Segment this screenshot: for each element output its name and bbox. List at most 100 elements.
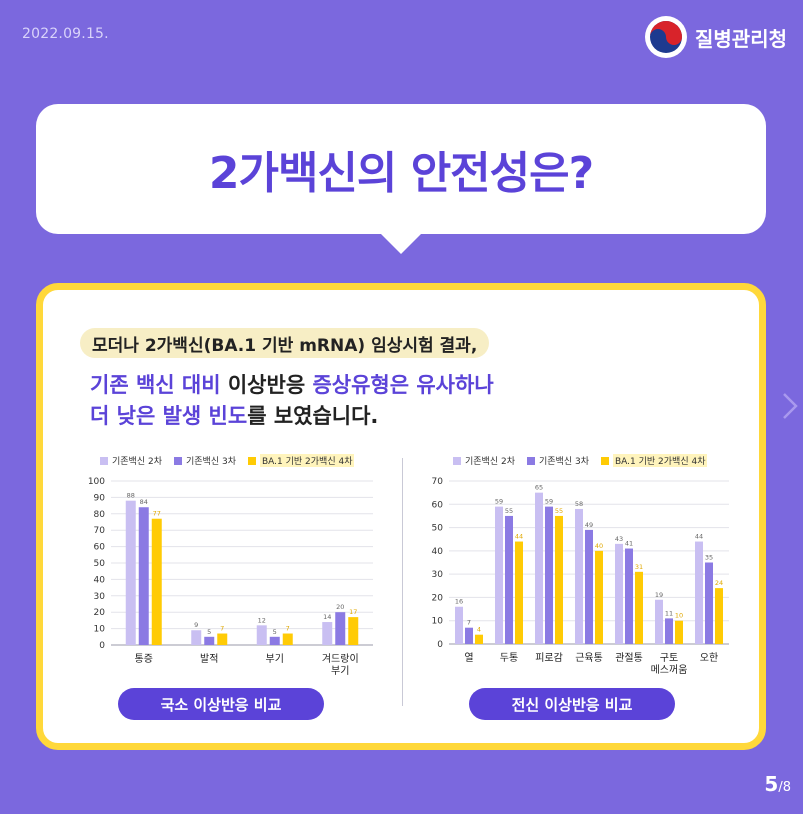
- legend-item: 기존백신 2차: [100, 454, 162, 467]
- bar: [191, 630, 202, 645]
- x-tick-label: 구토: [660, 653, 678, 664]
- legend-label: 기존백신 3차: [186, 457, 236, 467]
- data-label: 16: [455, 598, 463, 606]
- y-tick-label: 40: [432, 547, 444, 557]
- data-label: 20: [336, 603, 344, 611]
- x-tick-label: 메스꺼움: [651, 664, 688, 676]
- bar: [715, 588, 723, 644]
- x-tick-label: 피로감: [535, 652, 563, 664]
- data-label: 12: [258, 616, 266, 624]
- bubble-tail: [379, 232, 423, 254]
- legend-systemic: 기존백신 2차 기존백신 3차 BA.1 기반 2가백신 4차: [453, 454, 708, 467]
- y-tick-label: 30: [94, 592, 106, 602]
- bar: [705, 562, 713, 644]
- data-label: 31: [635, 563, 643, 571]
- data-label: 9: [194, 621, 198, 629]
- org-logo: 질병관리청: [645, 16, 787, 58]
- chevron-right-icon[interactable]: [781, 392, 799, 420]
- bar: [595, 550, 603, 644]
- x-tick-label: 통증: [135, 653, 153, 665]
- data-label: 14: [323, 613, 331, 621]
- local-reaction-chart: 0 10 20 30 40 50 60 70 80 90 100 88 84 77 통증 9 5 7 발적 12 5 7 부…: [88, 477, 373, 677]
- taegeuk-emblem-icon: [645, 16, 687, 58]
- y-tick-label: 0: [437, 640, 443, 650]
- bar: [335, 612, 346, 645]
- legend-item: BA.1 기반 2가백신 4차: [601, 454, 708, 467]
- data-label: 44: [695, 533, 703, 541]
- intro-text-2: 를 보였습니다.: [247, 404, 379, 428]
- y-tick-label: 20: [94, 608, 106, 618]
- data-label: 88: [127, 492, 135, 500]
- data-label: 55: [505, 507, 513, 515]
- data-label: 49: [585, 521, 593, 529]
- bar: [217, 633, 228, 645]
- y-tick-label: 10: [432, 617, 444, 627]
- data-label: 5: [207, 628, 211, 636]
- y-tick-label: 50: [432, 524, 444, 534]
- legend-swatch: [248, 456, 256, 465]
- data-label: 24: [715, 579, 723, 587]
- data-label: 5: [273, 628, 277, 636]
- y-tick-label: 50: [94, 559, 106, 569]
- bar: [515, 541, 523, 644]
- bar: [615, 543, 623, 644]
- local-caption-pill: 국소 이상반응 비교: [118, 688, 324, 720]
- data-label: 7: [286, 625, 290, 633]
- bar: [675, 620, 683, 644]
- intro-highlight-3: 더 낮은 발생 빈도: [90, 404, 248, 428]
- data-label: 65: [535, 484, 543, 492]
- data-label: 44: [515, 533, 523, 541]
- bar: [348, 617, 359, 645]
- legend-label: 기존백신 3차: [539, 457, 589, 467]
- legend-swatch: [601, 456, 609, 465]
- data-label: 58: [575, 500, 583, 508]
- bar: [475, 634, 483, 644]
- intro-highlight-1: 기존 백신 대비: [90, 373, 221, 397]
- systemic-reaction-chart: 0102030405060701674열595544두통655955피로감584…: [432, 477, 729, 676]
- bar: [256, 625, 267, 645]
- systemic-caption-pill: 전신 이상반응 비교: [469, 688, 675, 720]
- bar: [151, 518, 162, 645]
- bar: [575, 508, 583, 644]
- intro-highlight-2: 증상유형은 유사하나: [312, 373, 494, 397]
- y-tick-label: 70: [432, 477, 444, 487]
- intro-text: 기존 백신 대비 이상반응 증상유형은 유사하나 더 낮은 발생 빈도를 보였습…: [90, 370, 494, 432]
- bar: [138, 507, 149, 645]
- intro-text-1: 이상반응: [220, 373, 313, 397]
- org-name: 질병관리청: [695, 26, 787, 51]
- bar: [465, 627, 473, 644]
- legend-swatch: [527, 456, 535, 465]
- bar: [635, 571, 643, 644]
- bar: [282, 633, 293, 645]
- legend-local: 기존백신 2차 기존백신 3차 BA.1 기반 2가백신 4차: [100, 454, 355, 467]
- intro-line-1: 기존 백신 대비 이상반응 증상유형은 유사하나: [90, 370, 494, 401]
- x-tick-label: 부기: [331, 665, 349, 677]
- bar: [455, 606, 463, 644]
- bar: [495, 506, 503, 644]
- legend-swatch: [174, 456, 182, 465]
- data-label: 77: [153, 510, 161, 518]
- data-label: 43: [615, 535, 623, 543]
- data-label: 41: [625, 540, 633, 548]
- bar: [655, 599, 663, 644]
- y-tick-label: 60: [94, 543, 106, 553]
- y-tick-label: 40: [94, 575, 106, 585]
- x-tick-label: 열: [464, 652, 473, 664]
- x-tick-label: 근육통: [575, 652, 603, 664]
- data-label: 4: [477, 626, 481, 634]
- x-tick-label: 두통: [500, 652, 518, 664]
- y-tick-label: 70: [94, 526, 106, 536]
- x-tick-label: 겨드랑이: [322, 653, 359, 665]
- y-tick-label: 60: [432, 500, 444, 510]
- bar: [625, 548, 633, 644]
- data-label: 59: [545, 498, 553, 506]
- bar: [204, 636, 215, 645]
- bar: [125, 500, 136, 645]
- headline-bubble: 2가백신의 안전성은?: [36, 104, 766, 254]
- x-tick-label: 관절통: [615, 651, 643, 664]
- legend-label: 기존백신 2차: [465, 457, 515, 467]
- data-label: 10: [675, 612, 683, 620]
- bar: [695, 541, 703, 644]
- y-tick-label: 20: [432, 593, 444, 603]
- bar: [322, 622, 333, 645]
